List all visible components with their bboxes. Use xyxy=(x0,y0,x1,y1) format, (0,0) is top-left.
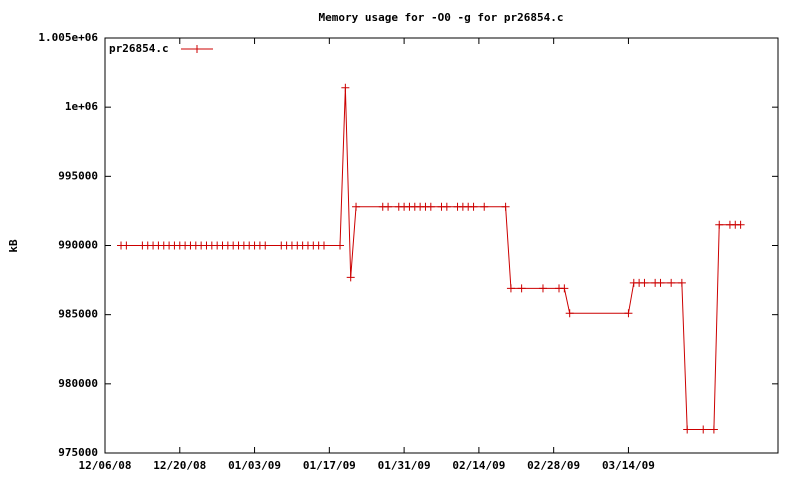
data-point xyxy=(667,278,676,287)
data-point xyxy=(122,241,131,250)
x-tick-label: 02/14/09 xyxy=(452,459,505,472)
data-line xyxy=(121,87,741,430)
data-point xyxy=(352,202,361,211)
x-tick-label: 01/31/09 xyxy=(378,459,431,472)
data-point xyxy=(736,220,745,229)
y-tick-label: 1e+06 xyxy=(65,100,98,113)
legend-label: pr26854.c xyxy=(109,42,169,55)
data-point xyxy=(715,220,724,229)
data-point xyxy=(469,202,478,211)
data-point xyxy=(538,284,547,293)
data-point xyxy=(699,425,708,434)
data-point xyxy=(683,425,692,434)
y-tick-label: 1.005e+06 xyxy=(38,31,98,44)
x-tick-label: 03/14/09 xyxy=(602,459,655,472)
legend-marker xyxy=(193,45,201,53)
y-tick-label: 980000 xyxy=(58,377,98,390)
y-tick-label: 985000 xyxy=(58,308,98,321)
x-tick-label: 12/20/08 xyxy=(153,459,206,472)
data-point xyxy=(501,202,510,211)
data-point xyxy=(426,202,435,211)
data-point xyxy=(384,202,393,211)
y-tick-label: 975000 xyxy=(58,446,98,459)
x-tick-label: 01/03/09 xyxy=(228,459,281,472)
data-point xyxy=(341,83,350,92)
y-tick-label: 995000 xyxy=(58,169,98,182)
data-point xyxy=(709,425,718,434)
data-point xyxy=(319,241,328,250)
data-point xyxy=(624,309,633,318)
data-point xyxy=(517,284,526,293)
data-point xyxy=(677,278,686,287)
x-tick-label: 01/17/09 xyxy=(303,459,356,472)
y-tick-label: 990000 xyxy=(58,239,98,252)
x-tick-label: 12/06/08 xyxy=(79,459,132,472)
data-point xyxy=(442,202,451,211)
data-point xyxy=(656,278,665,287)
chart-title: Memory usage for -O0 -g for pr26854.c xyxy=(318,11,563,24)
data-point xyxy=(336,241,345,250)
data-point xyxy=(346,273,355,282)
data-point xyxy=(480,202,489,211)
x-tick-label: 02/28/09 xyxy=(527,459,580,472)
data-point xyxy=(506,284,515,293)
data-point xyxy=(565,309,574,318)
y-axis-label: kB xyxy=(7,239,20,253)
data-point xyxy=(560,284,569,293)
data-point xyxy=(261,241,270,250)
data-point xyxy=(640,278,649,287)
